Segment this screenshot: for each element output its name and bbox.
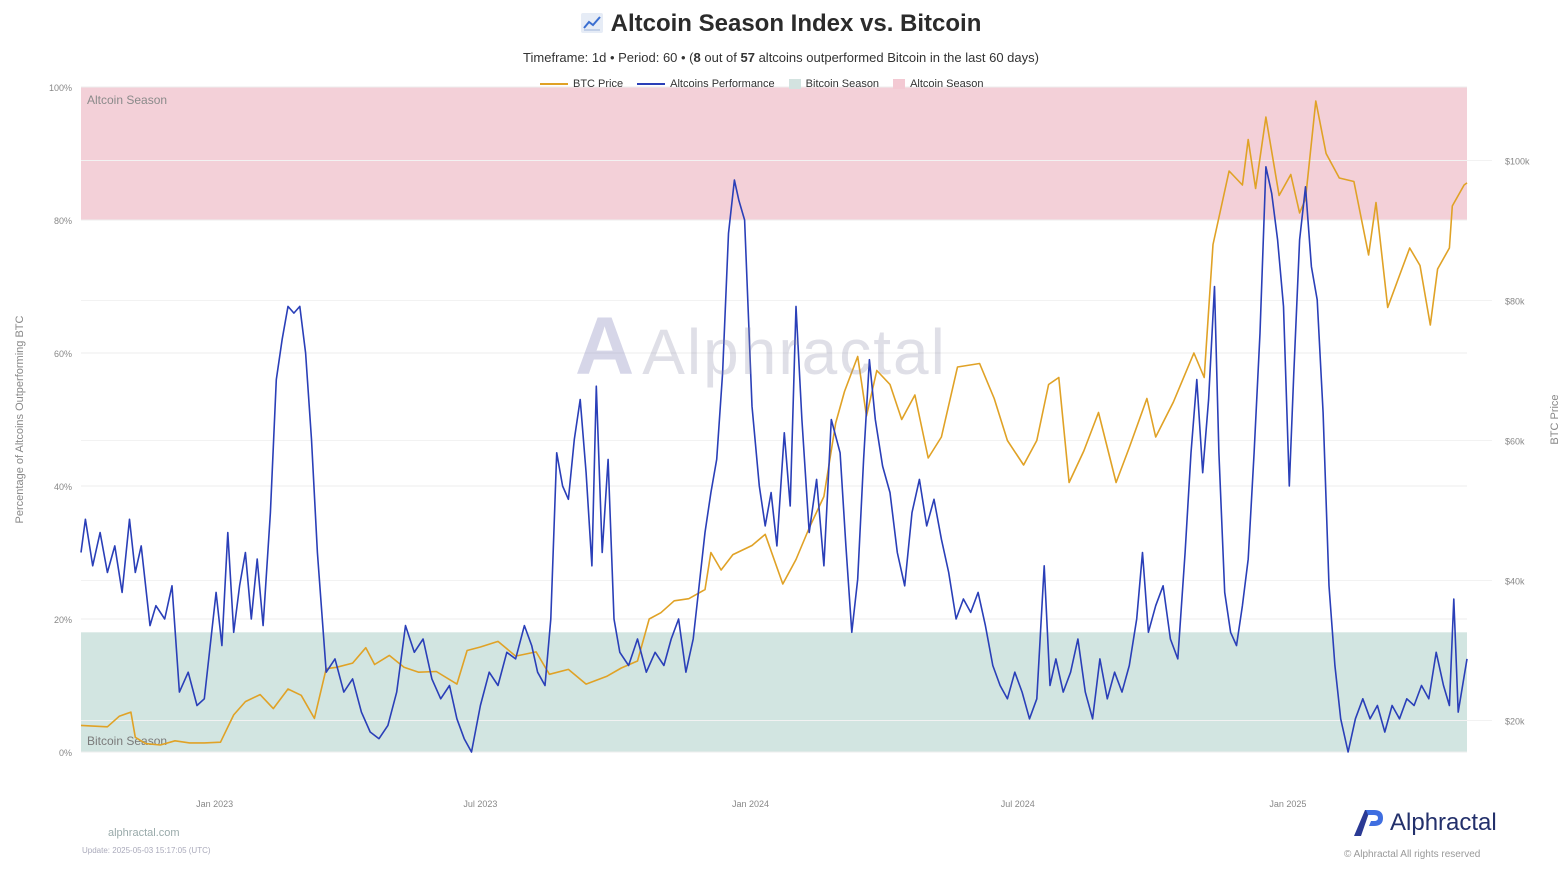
chart-trend-icon (580, 13, 603, 33)
subtitle-count: 8 (693, 50, 701, 65)
bitcoin-season-label: Bitcoin Season (87, 734, 167, 748)
legend-item-btc-price[interactable]: BTC Price (540, 78, 623, 90)
y-tick-label: 60% (54, 349, 72, 359)
y-tick-label: 20% (54, 615, 72, 625)
alphractal-logo-icon: A (575, 301, 637, 392)
bitcoin-season-band (81, 632, 1467, 752)
watermark: AAlphractal (575, 300, 947, 394)
subtitle-mid: out of (700, 50, 741, 65)
y2-tick-label: $100k (1505, 157, 1530, 167)
subtitle-total: 57 (740, 50, 755, 65)
legend-label: Altcoin Season (910, 78, 984, 90)
legend-item-altcoins-performance[interactable]: Altcoins Performance (637, 78, 775, 90)
x-tick-label: Jul 2024 (1001, 799, 1035, 809)
brand-name: Alphractal (1390, 809, 1497, 836)
subtitle-prefix: Timeframe: 1d • Period: 60 • ( (523, 50, 694, 65)
y-tick-label: 80% (54, 216, 72, 226)
y2-axis-title: BTC Price (1549, 394, 1561, 444)
chart-title-row: Altcoin Season Index vs. Bitcoin (0, 10, 1562, 38)
legend-swatch-bitcoin-season (788, 79, 801, 89)
chart-legend: BTC Price Altcoins Performance Bitcoin S… (540, 78, 983, 90)
x-tick-label: Jan 2024 (732, 799, 769, 809)
copyright: © Alphractal All rights reserved (1344, 849, 1481, 860)
legend-label: Bitcoin Season (805, 78, 880, 90)
x-tick-label: Jul 2023 (463, 799, 497, 809)
legend-item-altcoin-season[interactable]: Altcoin Season (893, 78, 983, 90)
y-tick-label: 40% (54, 482, 72, 492)
altcoin-season-band (81, 87, 1467, 220)
legend-item-bitcoin-season[interactable]: Bitcoin Season (788, 78, 880, 90)
x-tick-label: Jan 2023 (196, 799, 233, 809)
subtitle-suffix: altcoins outperformed Bitcoin in the las… (754, 50, 1039, 65)
y-tick-label: 100% (49, 83, 72, 93)
alphractal-logo-icon (1354, 810, 1383, 836)
legend-swatch-altcoin-season (893, 79, 906, 89)
legend-swatch-altcoins (637, 83, 666, 85)
chart-subtitle: Timeframe: 1d • Period: 60 • (8 out of 5… (0, 50, 1562, 65)
y-tick-label: 0% (59, 748, 72, 758)
y2-tick-label: $20k (1505, 717, 1525, 727)
brand-logo[interactable]: Alphractal (1352, 808, 1497, 838)
altcoin-season-label: Altcoin Season (87, 93, 167, 107)
chart-title: Altcoin Season Index vs. Bitcoin (610, 10, 982, 37)
y-axis-title: Percentage of Altcoins Outperforming BTC (14, 316, 26, 524)
y2-tick-label: $80k (1505, 297, 1525, 307)
footer-site[interactable]: alphractal.com (108, 827, 180, 839)
legend-label: BTC Price (573, 78, 624, 90)
watermark-text: Alphractal (642, 316, 947, 388)
y2-tick-label: $60k (1505, 437, 1525, 447)
altcoins-performance-line (80, 166, 1468, 753)
y2-tick-label: $40k (1505, 577, 1525, 587)
footer-update: Update: 2025-05-03 15:17:05 (UTC) (82, 846, 211, 855)
legend-swatch-btc (540, 83, 568, 85)
legend-label: Altcoins Performance (670, 78, 775, 90)
x-tick-label: Jan 2025 (1269, 799, 1306, 809)
